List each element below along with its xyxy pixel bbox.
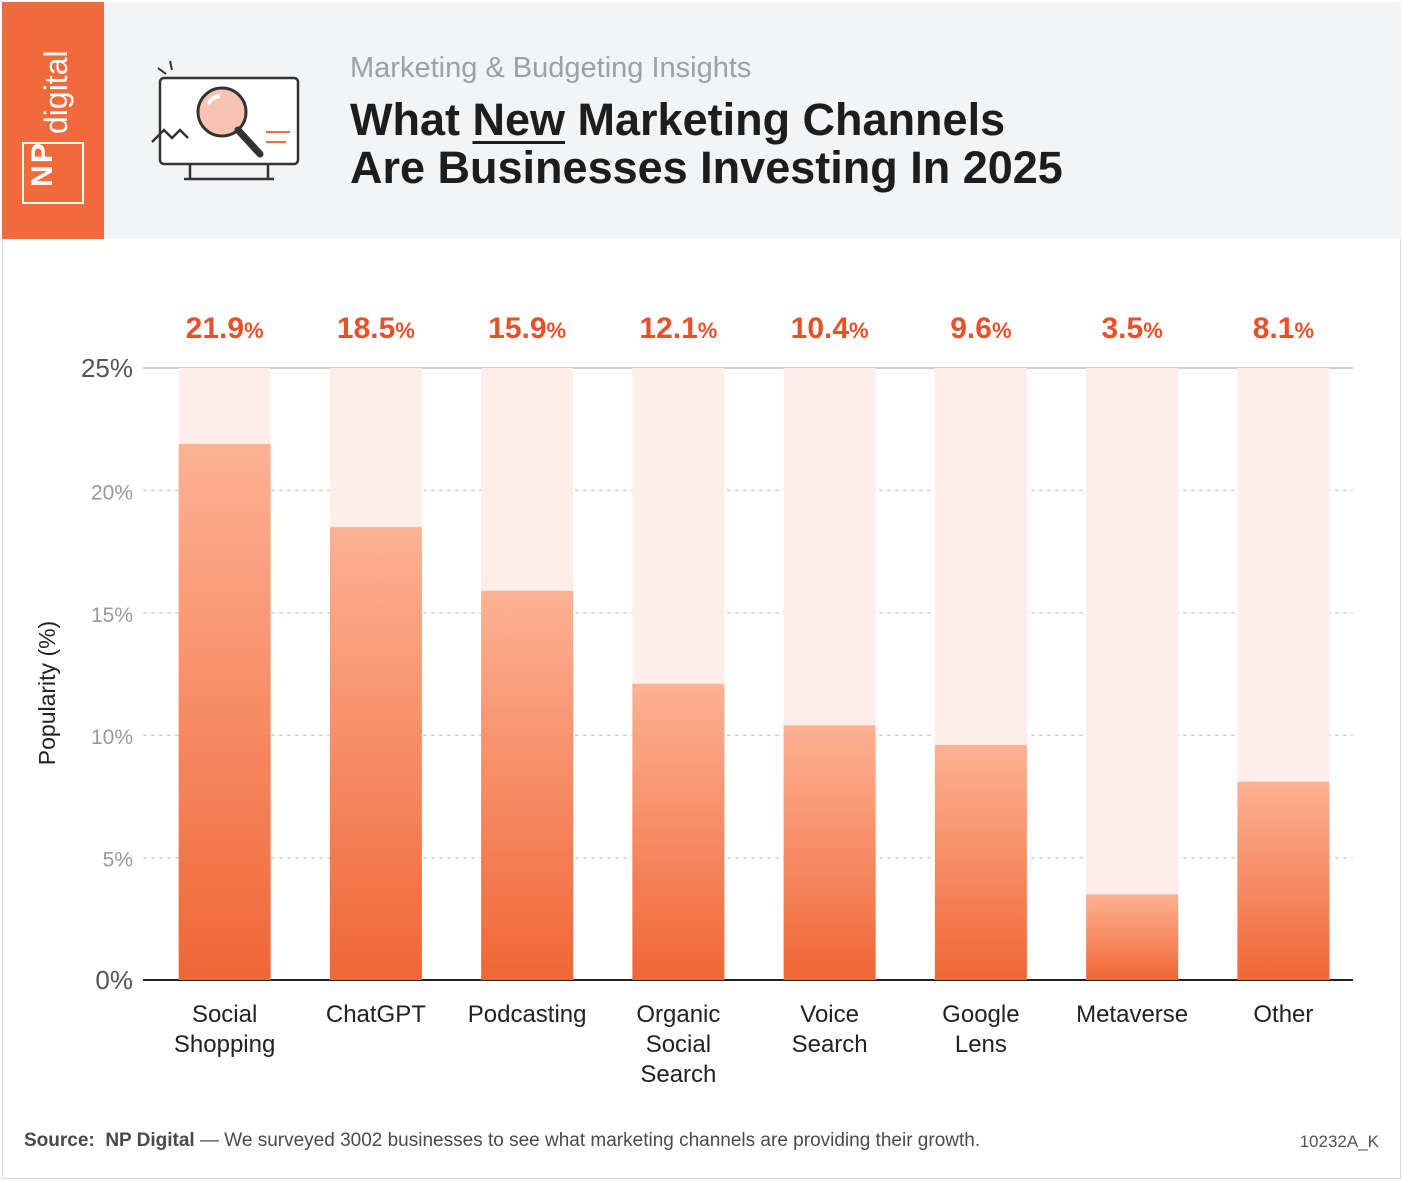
- x-category-label: Social: [192, 1001, 257, 1028]
- x-category-label: Google: [942, 1001, 1019, 1028]
- bar: [934, 744, 1027, 980]
- data-label: 10.4%: [791, 312, 869, 345]
- title-line1-post: Marketing Channels: [565, 94, 1006, 145]
- x-category-label: Organic: [636, 1001, 720, 1028]
- x-category-label: Shopping: [174, 1031, 275, 1058]
- bar-track: [1086, 368, 1179, 980]
- x-category-label: Other: [1253, 1001, 1313, 1028]
- logo-box: [22, 142, 84, 204]
- y-tick-label: 0%: [95, 965, 133, 995]
- y-tick-label: 10%: [91, 726, 133, 749]
- x-category-label: Voice: [800, 1001, 859, 1028]
- chart-title: What New Marketing Channels Are Business…: [350, 96, 1063, 192]
- y-axis-label: Popularity (%): [34, 621, 60, 765]
- x-category-label: Search: [640, 1061, 716, 1088]
- y-tick-label: 5%: [103, 849, 133, 872]
- bar: [1086, 894, 1179, 980]
- graphic-code: 10232A_K: [1299, 1132, 1379, 1151]
- data-label: 12.1%: [639, 312, 717, 345]
- data-label: 18.5%: [337, 312, 415, 345]
- bar: [1237, 781, 1330, 980]
- bar: [329, 527, 422, 980]
- bar: [178, 443, 271, 980]
- source-label: Source:: [24, 1130, 95, 1151]
- x-category-label: Search: [792, 1031, 868, 1058]
- bar: [481, 590, 574, 980]
- np-digital-logo: NP digital: [2, 2, 104, 239]
- bar: [783, 725, 876, 980]
- x-category-label: Social: [646, 1031, 711, 1058]
- x-category-label: Lens: [955, 1031, 1007, 1058]
- data-label: 3.5%: [1101, 312, 1162, 345]
- data-label: 21.9%: [186, 312, 264, 345]
- title-line1-underlined: New: [472, 94, 566, 145]
- data-label: 15.9%: [488, 312, 566, 345]
- data-label: 9.6%: [950, 312, 1011, 345]
- y-tick-label: 25%: [81, 353, 133, 383]
- bar: [632, 683, 725, 980]
- x-category-label: ChatGPT: [326, 1001, 426, 1028]
- y-tick-label: 15%: [91, 604, 133, 627]
- source-text: — We surveyed 3002 businesses to see wha…: [194, 1130, 981, 1151]
- title-line2: Are Businesses Investing In 2025: [350, 142, 1063, 193]
- chart-subtitle: Marketing & Budgeting Insights: [350, 52, 752, 84]
- source-name: NP Digital: [105, 1130, 195, 1151]
- x-category-label: Metaverse: [1076, 1001, 1188, 1028]
- y-tick-label: 20%: [91, 481, 133, 504]
- title-line1-pre: What: [350, 94, 473, 145]
- data-label: 8.1%: [1253, 312, 1314, 345]
- monitor-magnifier-icon: [151, 60, 300, 181]
- x-category-label: Podcasting: [468, 1001, 587, 1028]
- source-note: Source: NP Digital — We surveyed 3002 bu…: [24, 1130, 980, 1152]
